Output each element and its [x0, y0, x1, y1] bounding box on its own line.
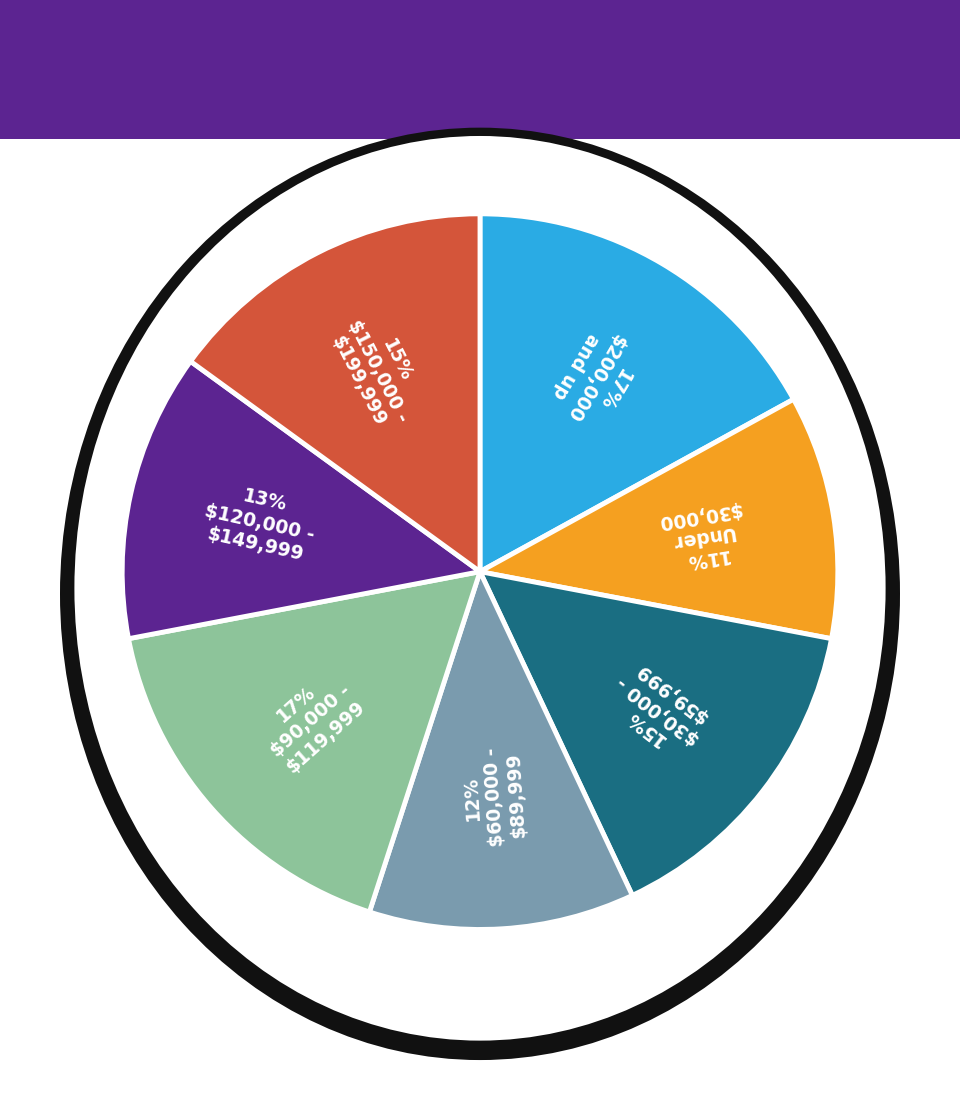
Text: 17%
$200,000
and up: 17% $200,000 and up [542, 320, 647, 436]
Text: 12%
$60,000 -
$89,999: 12% $60,000 - $89,999 [460, 745, 529, 848]
Text: 11%
Under
$30,000: 11% Under $30,000 [656, 498, 750, 574]
Wedge shape [190, 214, 480, 572]
Text: 15%
$30,000 -
$59,999: 15% $30,000 - $59,999 [600, 655, 717, 765]
Wedge shape [480, 214, 794, 572]
Wedge shape [129, 572, 480, 912]
Wedge shape [480, 400, 838, 638]
Wedge shape [480, 572, 831, 896]
Ellipse shape [60, 128, 900, 1060]
Text: 15%
$150,000 -
$199,999: 15% $150,000 - $199,999 [324, 306, 431, 435]
Wedge shape [122, 362, 480, 638]
Text: 17%
$90,000 -
$119,999: 17% $90,000 - $119,999 [252, 664, 369, 777]
Bar [0, 0, 960, 139]
Wedge shape [370, 572, 633, 929]
Ellipse shape [75, 137, 885, 1041]
Text: 13%
$120,000 -
$149,999: 13% $120,000 - $149,999 [199, 480, 322, 565]
